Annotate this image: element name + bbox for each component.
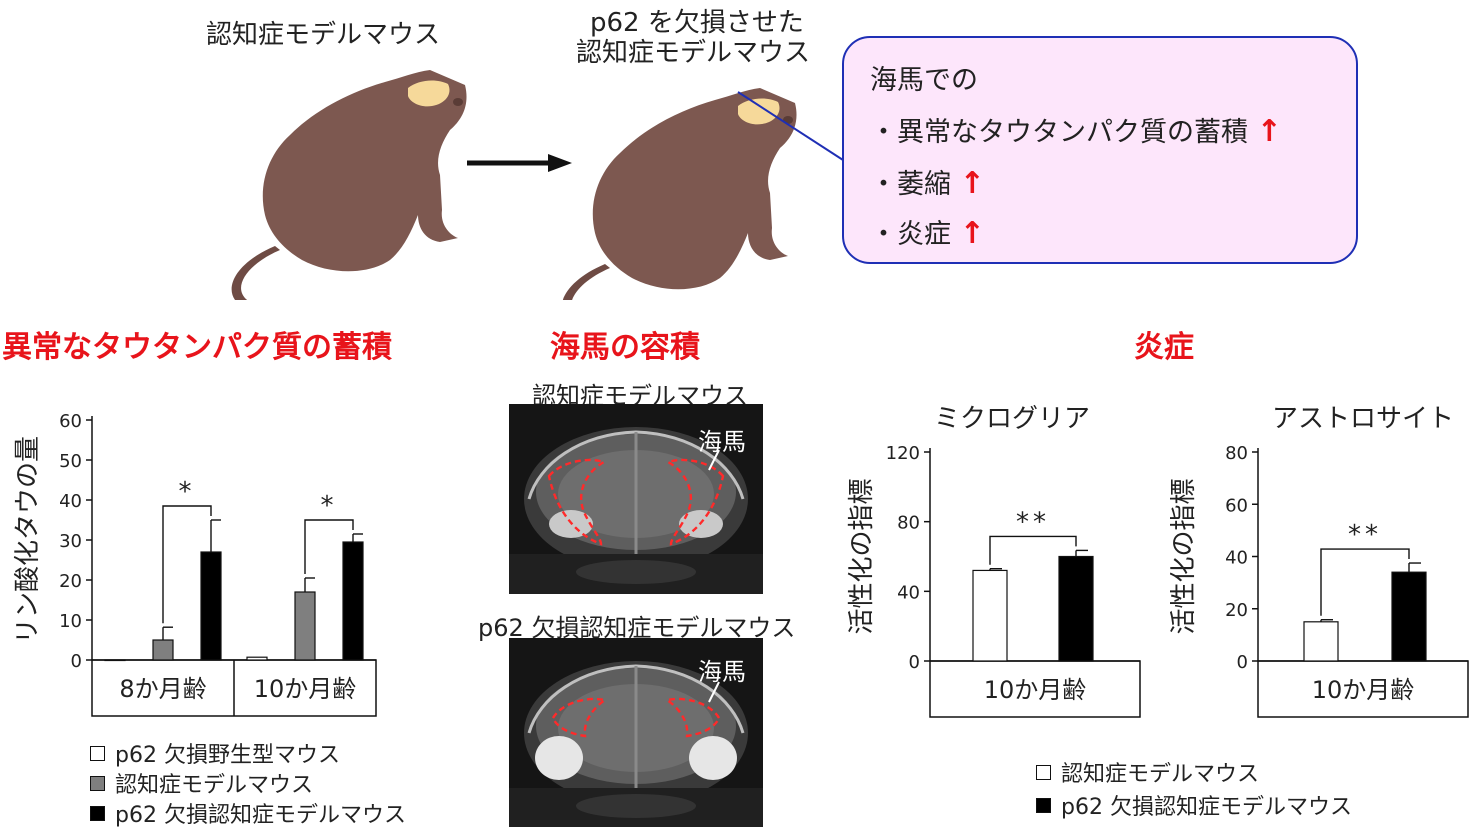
mri-image-model bbox=[509, 404, 763, 594]
bar bbox=[1391, 571, 1427, 662]
y-tick-label: 0 bbox=[71, 651, 82, 672]
mri-image-p62-deficient bbox=[509, 638, 763, 827]
section-title-tau: 異常なタウタンパク質の蓄積 bbox=[2, 330, 392, 365]
legend-label: 認知症モデルマウス bbox=[1061, 762, 1260, 787]
significance-marker: * bbox=[321, 491, 338, 521]
category-label: 10か月齢 bbox=[984, 676, 1087, 704]
y-tick-label: 120 bbox=[886, 443, 920, 464]
hippocampus-callout: 海馬での ・異常なタウタンパク質の蓄積 ↑ ・萎縮 ↑ ・炎症 ↑ bbox=[842, 36, 1358, 264]
significance-bracket bbox=[162, 505, 212, 624]
significance-marker: ** bbox=[1016, 507, 1050, 537]
significance-bracket bbox=[304, 519, 354, 574]
tau-bar-chart: リン酸化タウの量 0 10 20 30 40 50 60 8か月齢 10か月齢 * * bbox=[13, 411, 377, 717]
callout-item-text: ・異常なタウタンパク質の蓄積 bbox=[870, 117, 1248, 148]
bar bbox=[1303, 621, 1339, 662]
mouse-left-illustration bbox=[231, 70, 490, 300]
significance-marker: ** bbox=[1348, 520, 1382, 550]
legend-tau-item-2: p62 欠損認知症モデルマウス bbox=[90, 797, 406, 829]
up-arrow-icon: ↑ bbox=[959, 216, 985, 251]
y-tick-label: 20 bbox=[59, 571, 82, 592]
callout-heading: 海馬での bbox=[870, 65, 978, 96]
y-tick-label: 60 bbox=[1225, 495, 1248, 516]
legend-inflam-item-0: 認知症モデルマウス bbox=[1036, 756, 1259, 788]
legend-swatch-white bbox=[1036, 764, 1051, 780]
bar bbox=[294, 591, 316, 661]
y-tick-label: 40 bbox=[1225, 548, 1248, 569]
bar bbox=[246, 656, 268, 661]
y-tick-label: 30 bbox=[59, 531, 82, 552]
callout-item-atrophy: ・萎縮 ↑ bbox=[870, 162, 985, 201]
y-tick-label: 0 bbox=[909, 652, 920, 673]
legend-tau-item-1: 認知症モデルマウス bbox=[90, 767, 313, 799]
mri-bottom-title: p62 欠損認知症モデルマウス bbox=[478, 614, 796, 642]
bar bbox=[152, 639, 174, 661]
section-title-volume: 海馬の容積 bbox=[550, 330, 700, 365]
bar bbox=[1058, 555, 1094, 662]
category-box bbox=[1257, 660, 1469, 718]
chart-title-microglia: ミクログリア bbox=[934, 404, 1091, 434]
category-box bbox=[929, 660, 1141, 718]
y-tick-label: 60 bbox=[59, 411, 82, 432]
callout-item-tau: ・異常なタウタンパク質の蓄積 ↑ bbox=[870, 110, 1282, 149]
y-tick-label: 20 bbox=[1225, 600, 1248, 621]
mouse-right-label-line2: 認知症モデルマウス bbox=[576, 38, 811, 68]
legend-swatch-gray bbox=[90, 775, 105, 791]
legend-label: p62 欠損認知症モデルマウス bbox=[115, 803, 406, 828]
legend-inflam-item-1: p62 欠損認知症モデルマウス bbox=[1036, 789, 1352, 821]
y-axis-label: 活性化の指標 bbox=[1170, 478, 1199, 634]
bar bbox=[104, 659, 126, 662]
significance-marker: * bbox=[179, 477, 196, 507]
mouse-left-label: 認知症モデルマウス bbox=[206, 20, 441, 50]
category-label: 8か月齢 bbox=[119, 675, 206, 703]
significance-bracket bbox=[1320, 548, 1410, 616]
y-tick-label: 80 bbox=[897, 513, 920, 534]
astrocyte-bar-chart: 活性化の指標 0 20 40 60 80 10か月齢 ** bbox=[1170, 443, 1469, 718]
up-arrow-icon: ↑ bbox=[1256, 114, 1282, 149]
mri-top-hippocampus-label: 海馬 bbox=[698, 428, 746, 456]
callout-item-inflammation: ・炎症 ↑ bbox=[870, 212, 985, 251]
transition-arrow bbox=[467, 154, 572, 172]
significance-bracket bbox=[989, 535, 1077, 565]
legend-label: p62 欠損認知症モデルマウス bbox=[1061, 795, 1352, 820]
mri-bottom-hippocampus-label: 海馬 bbox=[698, 658, 746, 686]
category-label: 10か月齢 bbox=[254, 675, 357, 703]
microglia-bar-chart: 活性化の指標 0 40 80 120 10か月齢 ** bbox=[847, 443, 1141, 718]
y-tick-label: 10 bbox=[59, 611, 82, 632]
legend-swatch-black bbox=[90, 805, 105, 821]
legend-label: 認知症モデルマウス bbox=[115, 773, 314, 798]
y-axis-label: 活性化の指標 bbox=[847, 478, 877, 634]
mouse-illustration-panel bbox=[231, 70, 844, 300]
up-arrow-icon: ↑ bbox=[959, 166, 985, 201]
legend-label: p62 欠損野生型マウス bbox=[115, 743, 340, 768]
legend-swatch-white bbox=[90, 745, 105, 761]
bar bbox=[342, 541, 364, 661]
category-label: 10か月齢 bbox=[1312, 676, 1415, 704]
bar bbox=[200, 551, 222, 661]
legend-tau-item-0: p62 欠損野生型マウス bbox=[90, 737, 340, 769]
bar bbox=[972, 569, 1008, 662]
callout-pointer-line bbox=[737, 91, 844, 161]
y-tick-label: 40 bbox=[59, 491, 82, 512]
mouse-right-label-line1: p62 を欠損させた bbox=[590, 8, 804, 38]
y-axis-label: リン酸化タウの量 bbox=[13, 436, 43, 644]
chart-title-astrocyte: アストロサイト bbox=[1272, 404, 1455, 434]
y-tick-label: 50 bbox=[59, 451, 82, 472]
y-tick-label: 0 bbox=[1237, 652, 1248, 673]
callout-item-text: ・炎症 bbox=[870, 219, 951, 250]
y-tick-label: 40 bbox=[897, 582, 920, 603]
legend-swatch-black bbox=[1036, 797, 1051, 813]
section-title-inflammation: 炎症 bbox=[1134, 330, 1194, 365]
y-tick-label: 80 bbox=[1225, 443, 1248, 464]
callout-item-text: ・萎縮 bbox=[870, 169, 951, 200]
